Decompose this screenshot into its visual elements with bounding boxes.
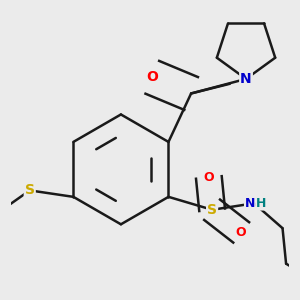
Text: O: O bbox=[236, 226, 247, 239]
Text: O: O bbox=[204, 171, 214, 184]
Text: N: N bbox=[240, 72, 252, 86]
Text: S: S bbox=[25, 183, 35, 197]
Text: H: H bbox=[256, 197, 267, 210]
Text: N: N bbox=[245, 197, 255, 210]
Text: S: S bbox=[207, 203, 217, 217]
Text: O: O bbox=[146, 70, 158, 84]
